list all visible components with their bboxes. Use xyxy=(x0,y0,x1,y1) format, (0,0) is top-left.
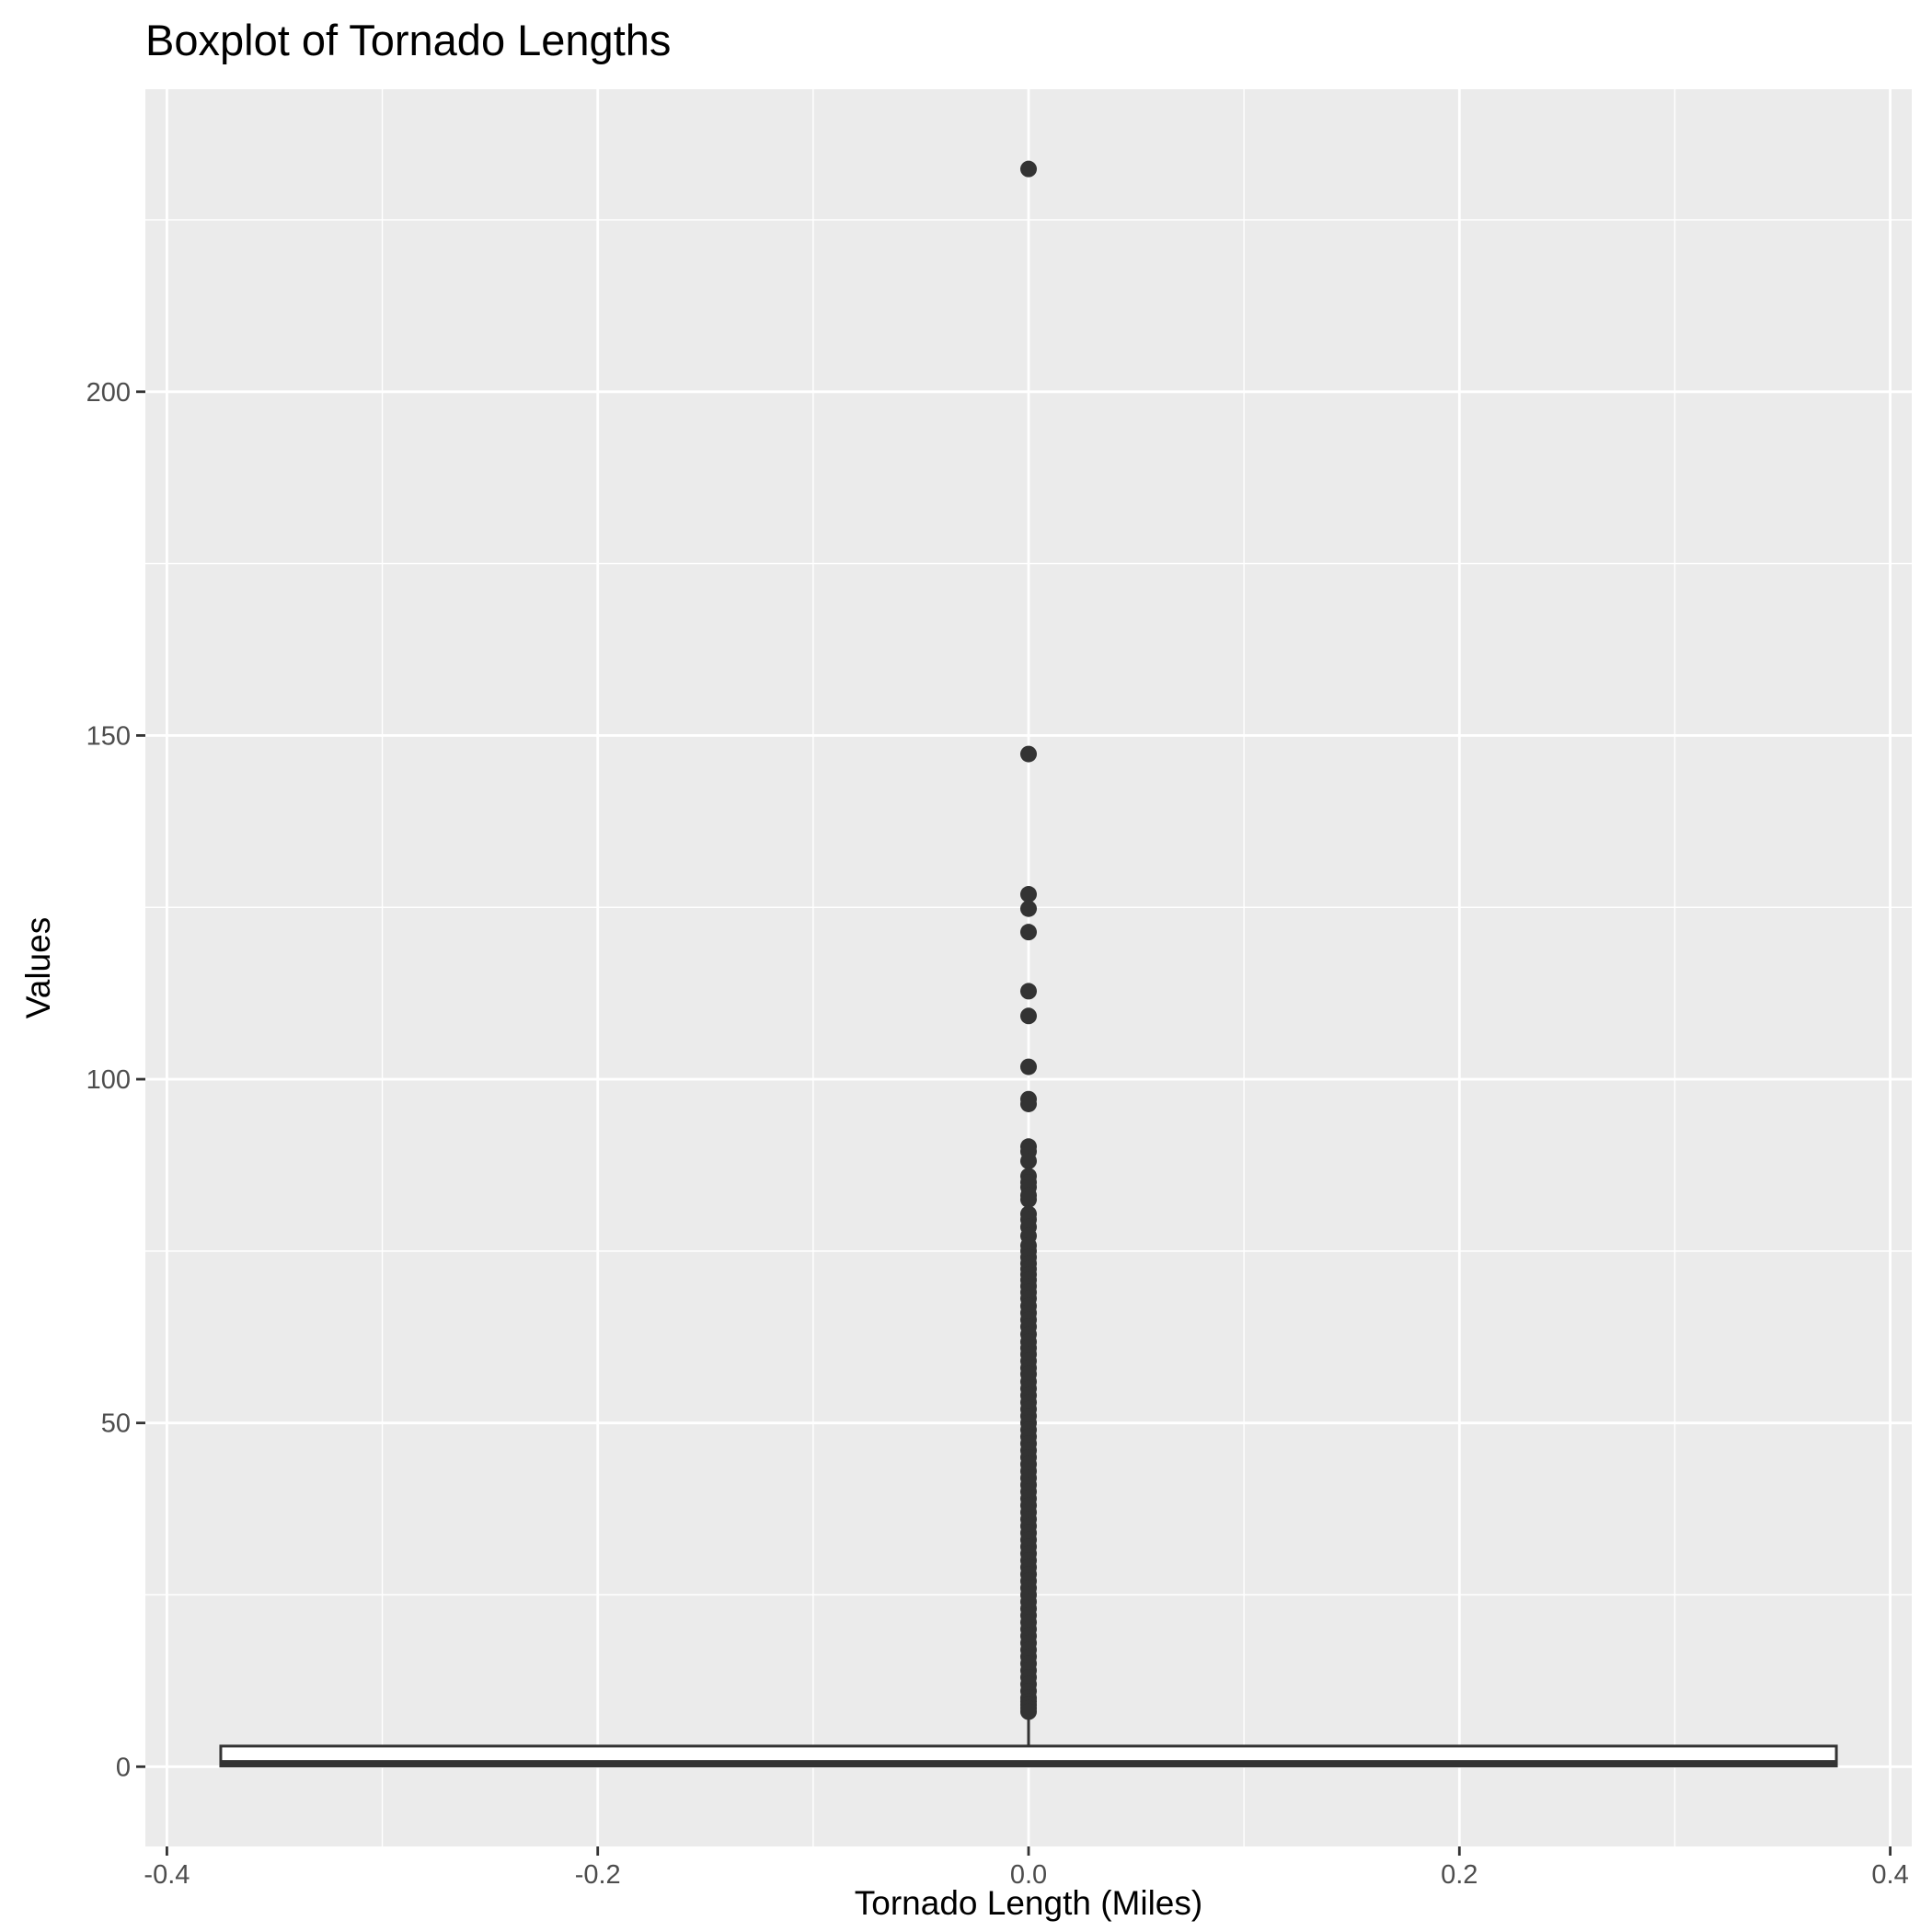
outlier-point xyxy=(1020,924,1037,941)
outlier-points xyxy=(1020,160,1037,1720)
outlier-point xyxy=(1020,886,1037,903)
x-axis-title: Tornado Length (Miles) xyxy=(855,1884,1202,1922)
y-axis-title: Values xyxy=(19,917,57,1018)
outlier-point xyxy=(1020,1152,1037,1169)
outlier-point xyxy=(1020,745,1037,763)
x-tick-label: -0.4 xyxy=(144,1860,190,1890)
outlier-point xyxy=(1020,1058,1037,1075)
outlier-point xyxy=(1020,1190,1037,1208)
outlier-point xyxy=(1020,983,1037,1000)
outlier-point xyxy=(1020,1703,1037,1720)
outlier-point xyxy=(1020,1095,1037,1112)
y-tick-label: 150 xyxy=(86,721,131,751)
x-tick-label: 0.4 xyxy=(1871,1860,1908,1890)
outlier-point xyxy=(1020,900,1037,917)
outlier-point xyxy=(1020,160,1037,178)
box-layer xyxy=(219,1715,1838,1768)
y-tick-label: 100 xyxy=(86,1065,131,1095)
y-axis: 0 50 100 150 200 xyxy=(86,378,145,1782)
y-tick-label: 0 xyxy=(116,1753,131,1782)
x-tick-label: 0.2 xyxy=(1441,1860,1478,1890)
x-tick-label: 0.0 xyxy=(1010,1860,1047,1890)
y-tick-label: 200 xyxy=(86,378,131,408)
x-axis: -0.4 -0.2 0.0 0.2 0.4 xyxy=(144,1846,1909,1890)
outlier-point xyxy=(1020,1007,1037,1025)
chart-title: Boxplot of Tornado Lengths xyxy=(145,16,671,64)
y-tick-label: 50 xyxy=(101,1409,131,1439)
x-tick-label: -0.2 xyxy=(575,1860,621,1890)
